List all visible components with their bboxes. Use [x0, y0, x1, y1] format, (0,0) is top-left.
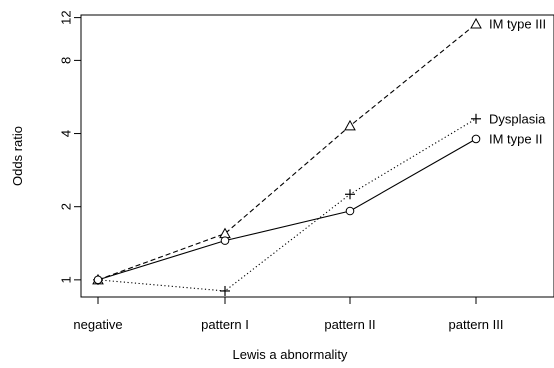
series-label-dysplasia: Dysplasia	[489, 111, 546, 126]
x-tick-label: negative	[73, 317, 122, 332]
data-point-im-type-iii	[470, 17, 482, 29]
x-tick-label: pattern III	[449, 317, 504, 332]
series-layer	[92, 17, 482, 296]
y-axis-title: Odds ratio	[10, 126, 25, 186]
data-point-im-type-iii	[344, 119, 356, 131]
data-point-dysplasia	[345, 189, 355, 200]
series-labels: IM type III Dysplasia IM type II	[489, 16, 546, 146]
y-tick-label: 4	[59, 130, 74, 137]
series-label-im-type-ii: IM type II	[489, 132, 542, 147]
data-point-im-type-ii	[471, 134, 481, 144]
series-line-im-type-ii	[97, 138, 477, 281]
data-point-im-type-ii	[93, 275, 103, 285]
y-tick-label: 2	[59, 203, 74, 210]
x-axis: negative pattern I pattern II pattern III	[73, 297, 503, 332]
plot-frame	[80, 14, 554, 298]
series-line-im-type-iii	[97, 23, 477, 281]
data-point-dysplasia	[471, 113, 481, 124]
series-label-im-type-iii: IM type III	[489, 16, 546, 31]
x-tick-label: pattern I	[201, 317, 249, 332]
series-line-dysplasia	[97, 118, 477, 292]
data-point-im-type-ii	[220, 236, 230, 245]
x-tick-label: pattern II	[324, 317, 375, 332]
y-tick-label: 8	[59, 57, 74, 64]
x-axis-title: Lewis a abnormality	[233, 347, 348, 362]
data-point-dysplasia	[220, 285, 230, 296]
y-tick-label: 1	[59, 276, 74, 283]
y-tick-label: 12	[59, 10, 74, 24]
data-point-im-type-ii	[345, 206, 355, 216]
